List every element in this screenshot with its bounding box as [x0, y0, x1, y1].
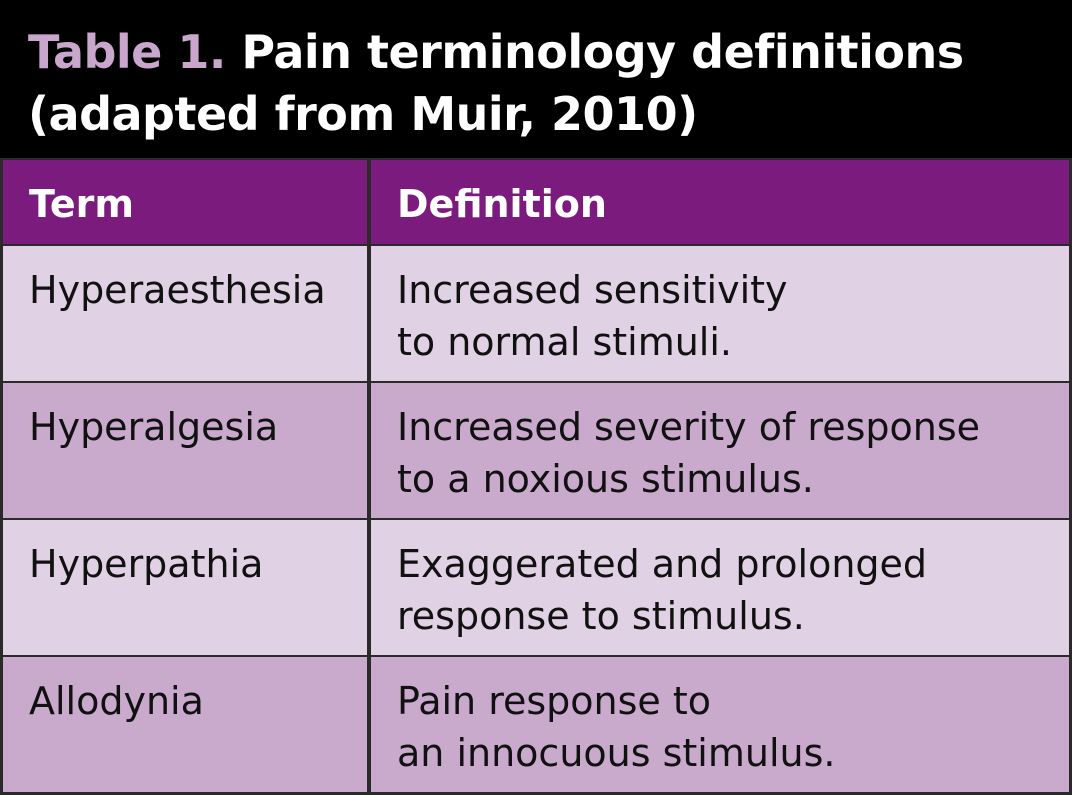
definition-line: response to stimulus. [397, 594, 805, 638]
definition-line: Increased severity of response [397, 405, 981, 449]
caption-title: Pain terminology definitions [241, 25, 964, 79]
definition-line: to a noxious stimulus. [397, 457, 814, 501]
definition-line: an innocuous stimulus. [397, 731, 836, 775]
caption-line: Table 1. Pain terminology definitions [28, 24, 964, 80]
definition-line: Increased sensitivity [397, 268, 788, 312]
term-cell: Hyperaesthesia [3, 246, 367, 381]
table-label: Table 1. [28, 25, 226, 79]
definition-line: Exaggerated and prolonged [397, 542, 928, 586]
column-header: Definition [371, 160, 1069, 244]
definition-cell: Increased sensitivity to normal stimuli. [371, 246, 1069, 381]
definition-line: to normal stimuli. [397, 320, 733, 364]
definition-line: Pain response to [397, 679, 712, 723]
definition-cell: Exaggerated and prolonged response to sti… [371, 520, 1069, 655]
table-caption: Table 1. Pain terminology definitions (a… [0, 0, 1072, 158]
term-cell: Hyperpathia [3, 520, 367, 655]
definition-cell: Increased severity of response to a noxio… [371, 383, 1069, 518]
term-cell: Allodynia [3, 657, 367, 792]
caption-line: (adapted from Muir, 2010) [28, 87, 698, 141]
column-header: Term [3, 160, 367, 244]
definition-cell: Pain response to an innocuous stimulus. [371, 657, 1069, 792]
table: Term Definition Hyperaesthesia Increased se… [0, 158, 1072, 795]
term-cell: Hyperalgesia [3, 383, 367, 518]
